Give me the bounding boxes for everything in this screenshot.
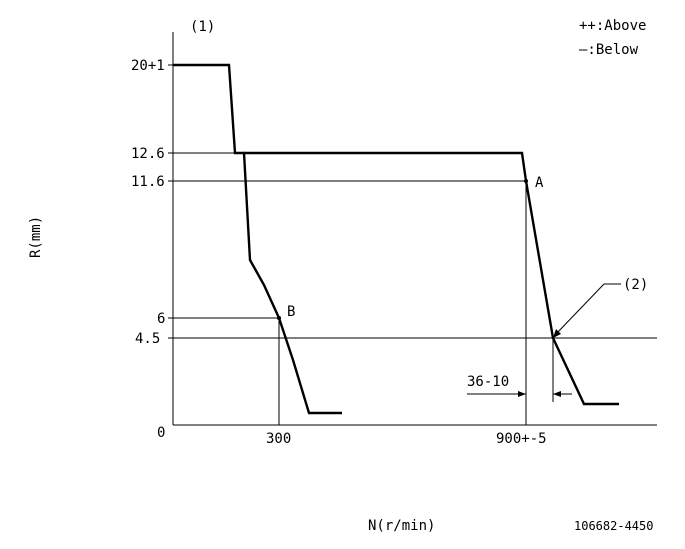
leader-arrow-2 <box>553 329 561 338</box>
drawing-id: 106682-4450 <box>574 519 653 533</box>
point-a-marker <box>524 179 528 183</box>
y-tick-label-4-5: 4.5 <box>135 331 160 347</box>
dimension-arrow-left <box>518 391 526 397</box>
legend-above: ++:Above <box>579 18 646 34</box>
y-tick-label-11-6: 11.6 <box>131 174 165 190</box>
x-axis-label: N(r/min) <box>368 518 435 534</box>
curve-upper-rack <box>244 151 619 406</box>
point-a-label: A <box>535 175 544 191</box>
marker-2-label: (2) <box>623 277 648 293</box>
dimension-arrow-right <box>553 391 561 397</box>
y-tick-label-20: 20+1 <box>131 58 165 74</box>
dimension-label: 36-10 <box>467 374 509 390</box>
point-b-marker <box>277 316 281 320</box>
x-tick-label-900: 900+-5 <box>496 431 547 447</box>
y-axis-label: R(mm) <box>28 216 44 258</box>
marker-1-label: (1) <box>190 19 215 35</box>
y-tick-label-0: 0 <box>157 425 165 441</box>
legend-below: —:Below <box>579 42 639 58</box>
curve-lower-rack <box>173 63 342 415</box>
leader-line-2-diagonal <box>555 283 605 335</box>
y-tick-label-12-6: 12.6 <box>131 146 165 162</box>
point-b-label: B <box>287 304 295 320</box>
y-tick-label-6: 6 <box>157 311 165 327</box>
x-tick-label-300: 300 <box>266 431 291 447</box>
